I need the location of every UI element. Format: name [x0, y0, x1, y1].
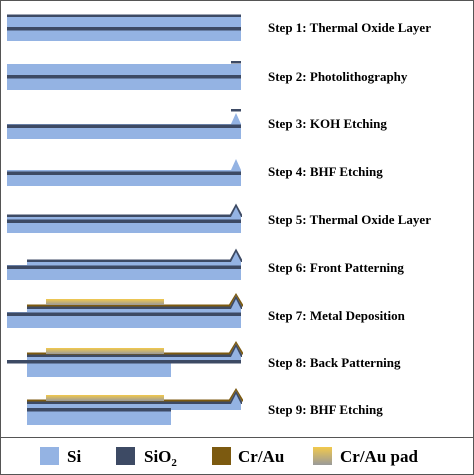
step-4-cross-section — [7, 159, 241, 186]
step-5-cross-section — [7, 203, 242, 233]
step-6-label: Step 6: Front Patterning — [268, 260, 404, 275]
sio2-top-layer — [7, 203, 242, 217]
legend-label-sio2: SiO2 — [144, 447, 177, 469]
step-1-cross-section — [7, 14, 241, 41]
step-9-cross-section — [27, 388, 243, 425]
sio2-mask — [231, 61, 241, 64]
legend-label-sio2-main: SiO — [144, 447, 171, 466]
sio2-layer — [27, 408, 171, 412]
crau-pad — [46, 348, 164, 354]
step-8-cross-section — [7, 341, 243, 377]
step-4-label: Step 4: BHF Etching — [268, 164, 383, 179]
sio2-layer — [7, 171, 241, 175]
sio2-top-layer — [27, 295, 242, 309]
legend: Si SiO2 Cr/Au Cr/Au pad — [40, 447, 418, 469]
legend-swatch-si — [40, 447, 59, 465]
sio2-layer — [7, 219, 241, 223]
sio2-layer — [7, 27, 241, 31]
sio2-mask — [231, 109, 241, 112]
sio2-top-layer — [7, 14, 241, 17]
step-5-label: Step 5: Thermal Oxide Layer — [268, 212, 431, 227]
sio2-layer — [7, 312, 241, 316]
step-2-label: Step 2: Photolithography — [268, 69, 408, 84]
legend-swatch-sio2 — [116, 447, 135, 465]
legend-swatch-crau-pad — [313, 447, 332, 465]
sio2-layer — [7, 124, 241, 128]
legend-label-crau-pad: Cr/Au pad — [340, 447, 418, 466]
step-3-label: Step 3: KOH Etching — [268, 116, 387, 131]
sio2-layer — [7, 360, 241, 364]
step-2-cross-section — [7, 61, 241, 90]
sio2-layer — [7, 265, 241, 269]
legend-label-crau: Cr/Au — [238, 447, 284, 466]
sio2-top-layer — [27, 343, 242, 357]
legend-label-si: Si — [67, 447, 81, 466]
sio2-top-layer — [27, 248, 242, 262]
crau-pad — [46, 395, 164, 401]
crau-pad — [46, 299, 164, 305]
sio2-top-layer — [27, 390, 242, 404]
step-7-cross-section — [7, 293, 243, 328]
step-9-label: Step 9: BHF Etching — [268, 402, 383, 417]
sio2-layer — [7, 75, 241, 79]
step-6-cross-section — [7, 248, 242, 280]
step-7-label: Step 7: Metal Deposition — [268, 308, 406, 323]
legend-label-sio2-sub: 2 — [171, 457, 177, 469]
legend-swatch-crau — [212, 447, 231, 465]
step-8-label: Step 8: Back Patterning — [268, 355, 401, 370]
step-1-label: Step 1: Thermal Oxide Layer — [268, 20, 431, 35]
step-3-cross-section — [7, 109, 241, 139]
crau-layer — [27, 293, 243, 307]
